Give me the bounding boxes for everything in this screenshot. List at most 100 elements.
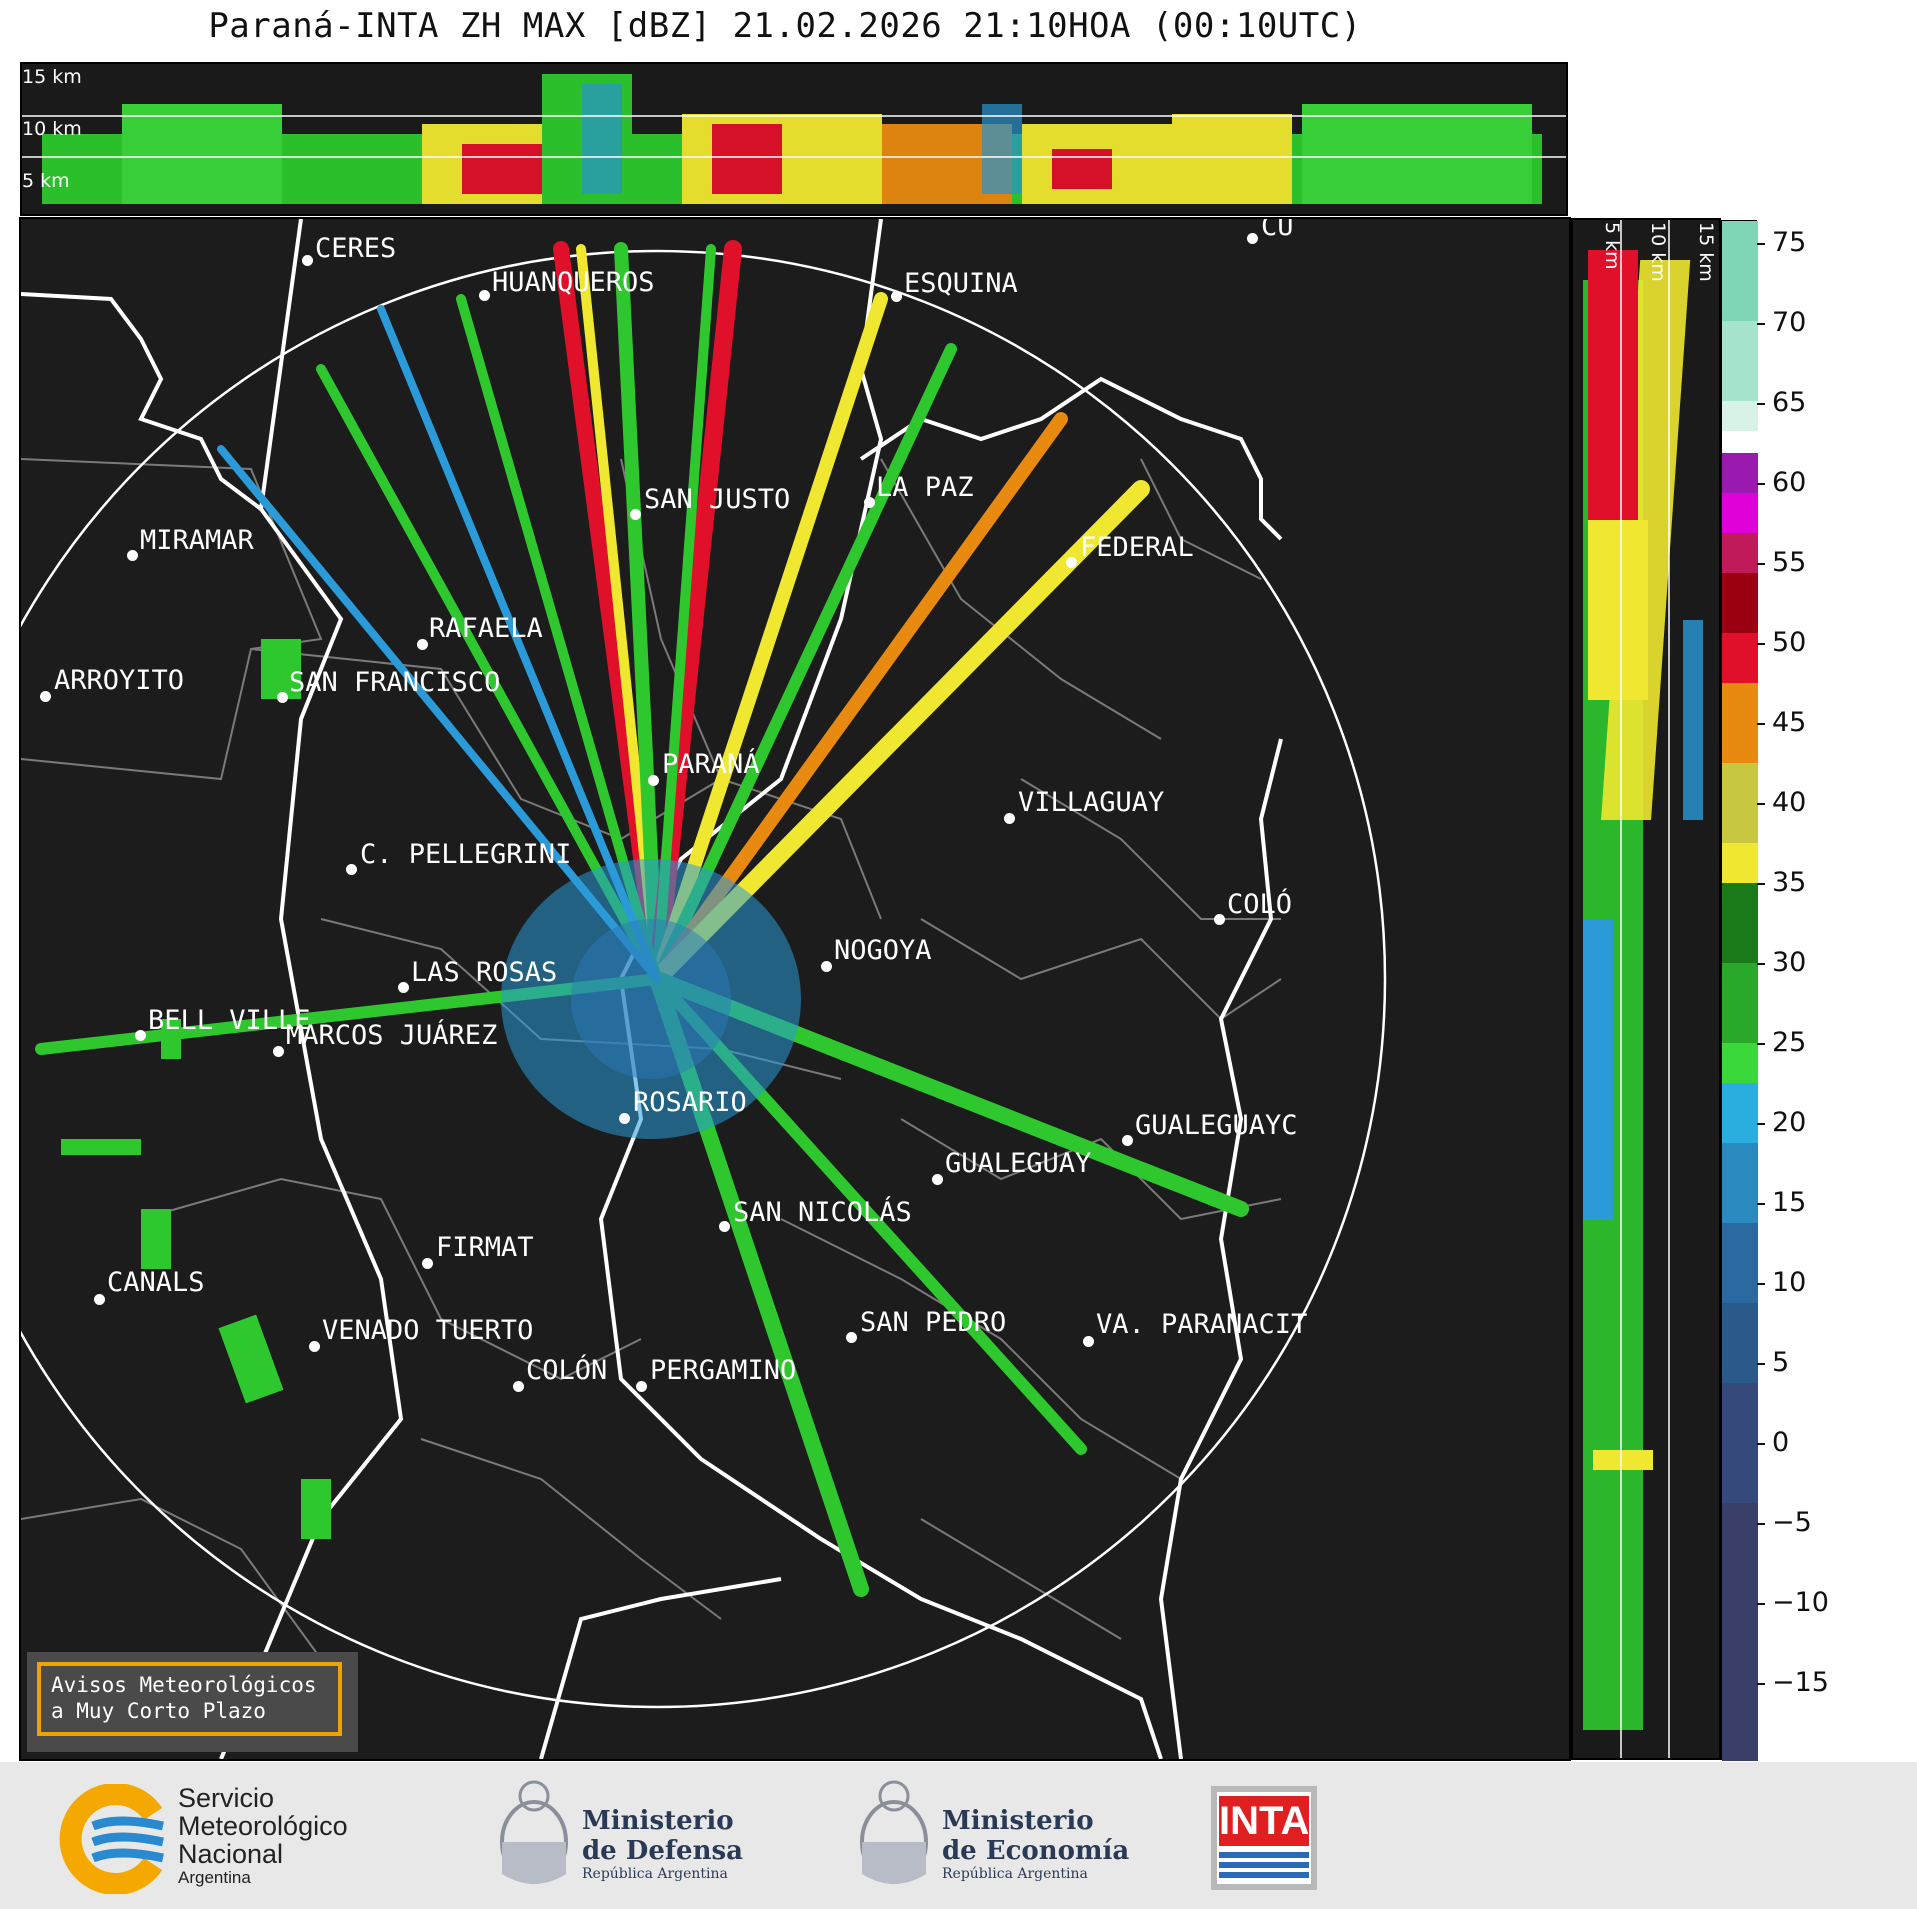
footer-logos: Servicio Meteorológico Nacional Argentin… — [0, 1762, 1917, 1909]
economia-logo: Ministerio de Economía República Argenti… — [854, 1774, 1134, 1904]
city-label: MARCOS JUÁREZ — [286, 1020, 498, 1051]
city-label: GUALEGUAYC — [1135, 1110, 1298, 1141]
city-label: GUALEGUAY — [945, 1148, 1092, 1179]
side-cross-section-echoes — [1583, 220, 1703, 1758]
side-cross-section-panel: 5 km 10 km 15 km — [1571, 218, 1721, 1760]
city-label: ARROYITO — [54, 665, 185, 696]
city-label: FIRMAT — [436, 1232, 534, 1263]
city-dot — [1083, 1336, 1094, 1347]
defensa-logo-line-3: República Argentina — [582, 1866, 728, 1882]
city-label: LA PAZ — [876, 472, 974, 503]
economia-logo-line-1: Ministerio — [942, 1806, 1094, 1836]
city-dot — [619, 1113, 630, 1124]
top-altitude-label-15km: 15 km — [22, 66, 82, 88]
city-label: BELL VILLE — [148, 1005, 311, 1036]
city-label: PERGAMINO — [650, 1355, 797, 1386]
city-dot — [277, 692, 288, 703]
top-altitude-label-10km: 10 km — [22, 118, 82, 140]
city-dot — [630, 509, 641, 520]
economia-logo-line-3: República Argentina — [942, 1866, 1088, 1882]
city-dot — [648, 775, 659, 786]
city-label: ROSARIO — [633, 1087, 747, 1118]
city-dot — [846, 1332, 857, 1343]
city-label: VILLAGUAY — [1018, 787, 1165, 818]
warning-notice-frame: Avisos Meteorológicos a Muy Corto Plazo — [37, 1662, 342, 1736]
top-cross-section-echoes — [22, 74, 1566, 204]
dbz-colorbar-scale — [1722, 221, 1758, 1761]
city-label: VENADO TUERTO — [322, 1315, 534, 1346]
city-dot — [1066, 557, 1077, 568]
side-altitude-label-5km: 5 km — [1601, 222, 1623, 270]
city-label: MIRAMAR — [140, 525, 254, 556]
city-dot — [398, 982, 409, 993]
smn-logo-line-1: Servicio — [178, 1783, 275, 1813]
top-altitude-label-5km: 5 km — [22, 170, 70, 192]
smn-logo-line-4: Argentina — [178, 1868, 251, 1887]
defensa-logo-line-2: de Defensa — [582, 1836, 743, 1866]
top-cross-section-panel: 15 km 10 km 5 km — [20, 62, 1568, 216]
dbz-colorbar — [1721, 220, 1758, 1761]
side-altitude-label-10km: 10 km — [1647, 222, 1669, 282]
scattered-echo-cells — [61, 639, 331, 1539]
notice-line-1: Avisos Meteorológicos — [51, 1673, 317, 1697]
city-dot — [932, 1174, 943, 1185]
city-dot — [94, 1294, 105, 1305]
city-dot — [479, 290, 490, 301]
smn-logo-icon — [59, 1783, 164, 1895]
city-dot — [1122, 1135, 1133, 1146]
side-altitude-label-15km: 15 km — [1695, 222, 1717, 282]
city-dot — [1247, 233, 1258, 244]
city-dot — [417, 639, 428, 650]
city-label: NOGOYA — [834, 935, 932, 966]
notice-line-2: a Muy Corto Plazo — [51, 1699, 266, 1723]
city-label: C. PELLEGRINI — [360, 839, 572, 870]
city-label: SAN NICOLÁS — [733, 1197, 912, 1228]
smn-logo-line-3: Nacional — [178, 1839, 284, 1869]
radar-map-panel: CERES HUANQUEROS ESQUINA CU SAN JUSTO LA… — [19, 217, 1571, 1761]
city-dot — [309, 1341, 320, 1352]
city-label: RAFAELA — [429, 613, 543, 644]
city-dot — [40, 691, 51, 702]
city-label: VA. PARANACIT — [1096, 1309, 1308, 1340]
city-label: COLÓ — [1227, 889, 1293, 920]
city-label: CERES — [315, 233, 397, 264]
inta-logo: INTA — [1211, 1786, 1317, 1890]
city-label: COLÓN — [526, 1355, 608, 1386]
economia-logo-line-2: de Economía — [942, 1836, 1130, 1866]
defensa-logo-line-1: Ministerio — [582, 1806, 734, 1836]
map-title: Paraná-INTA ZH MAX [dBZ] 21.02.2026 21:1… — [208, 6, 1362, 46]
city-dot — [127, 550, 138, 561]
city-dot — [346, 864, 357, 875]
city-dot — [821, 961, 832, 972]
city-dot — [273, 1046, 284, 1057]
city-dot — [636, 1381, 647, 1392]
smn-logo: Servicio Meteorológico Nacional Argentin… — [58, 1783, 388, 1895]
radar-map-canvas — [21, 219, 1387, 1759]
inta-logo-text: INTA — [1219, 1796, 1309, 1846]
city-dot — [135, 1030, 146, 1041]
smn-logo-line-2: Meteorológico — [178, 1811, 348, 1841]
radar-range-ring — [21, 249, 1387, 1709]
argentina-shield-icon — [860, 1780, 928, 1884]
argentina-shield-icon — [500, 1780, 568, 1884]
city-label: SAN FRANCISCO — [289, 667, 501, 698]
city-dot — [1004, 813, 1015, 824]
city-label: CU — [1261, 217, 1294, 242]
city-dot — [719, 1221, 730, 1232]
city-dot — [302, 255, 313, 266]
city-label: CANALS — [107, 1267, 205, 1298]
city-label: FEDERAL — [1080, 532, 1194, 563]
defensa-logo: Ministerio de Defensa República Argentin… — [494, 1774, 754, 1904]
city-dot — [1214, 914, 1225, 925]
city-label: SAN JUSTO — [644, 484, 791, 515]
city-dot — [513, 1381, 524, 1392]
city-dot — [864, 497, 875, 508]
warning-notice-box: Avisos Meteorológicos a Muy Corto Plazo — [27, 1652, 358, 1752]
city-label: LAS ROSAS — [411, 957, 558, 988]
city-dot — [422, 1258, 433, 1269]
city-label: PARANÁ — [662, 749, 760, 780]
city-label: HUANQUEROS — [492, 267, 655, 298]
city-dot — [891, 291, 902, 302]
city-label: SAN PEDRO — [860, 1307, 1007, 1338]
city-label: ESQUINA — [904, 268, 1018, 299]
